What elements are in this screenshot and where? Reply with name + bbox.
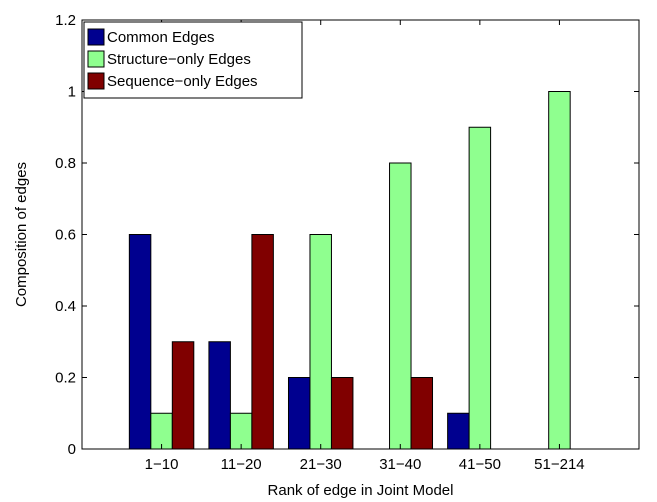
bar-2-5 <box>468 126 492 450</box>
y-tick-label: 1.2 <box>55 12 76 29</box>
x-tick-label: 31−40 <box>379 456 421 473</box>
legend-box <box>83 21 303 99</box>
bar-2-2 <box>229 412 253 450</box>
legend-label: Sequence−only Edges <box>107 73 258 90</box>
bar-1-2 <box>208 341 231 450</box>
y-tick-label: 1 <box>68 84 76 101</box>
bars-group <box>128 91 571 450</box>
legend-swatch <box>87 28 105 46</box>
bar-1-1 <box>128 234 152 450</box>
bar-2-4 <box>389 162 412 450</box>
bar-2-3 <box>309 234 332 450</box>
x-ticks-group: 1−10 11−20 21−30 31−40 41−50 51−214 <box>145 20 585 473</box>
bar-2-1 <box>150 412 173 450</box>
y-ticks-group: 0 0.2 0.4 0.6 0.8 1 1.2 <box>55 12 639 458</box>
x-tick-label: 1−10 <box>145 456 179 473</box>
y-tick-label: 0.8 <box>55 155 76 172</box>
legend-label: Structure−only Edges <box>107 51 251 68</box>
legend: Common Edges Structure−only Edges Sequence… <box>83 21 303 99</box>
x-tick-label: 51−214 <box>534 456 584 473</box>
y-tick-label: 0.6 <box>55 227 76 244</box>
legend-label: Common Edges <box>107 29 215 46</box>
bar-3-1 <box>171 341 195 450</box>
legend-swatch <box>87 72 105 90</box>
x-axis-label: Rank of edge in Joint Model <box>268 482 454 499</box>
x-tick-label: 21−30 <box>300 456 342 473</box>
x-tick-label: 41−50 <box>459 456 501 473</box>
bar-3-3 <box>330 377 354 450</box>
bar-1-3 <box>287 377 311 450</box>
bar-3-4 <box>410 377 434 450</box>
y-tick-label: 0.4 <box>55 298 76 315</box>
bar-1-5 <box>447 412 470 450</box>
bar-3-2 <box>251 234 274 450</box>
y-tick-label: 0 <box>68 441 76 458</box>
legend-swatch <box>87 50 105 68</box>
y-tick-label: 0.2 <box>55 370 76 387</box>
x-tick-label: 11−20 <box>221 456 262 473</box>
y-axis-label: Composition of edges <box>13 162 30 307</box>
bar-2-6 <box>548 91 571 450</box>
